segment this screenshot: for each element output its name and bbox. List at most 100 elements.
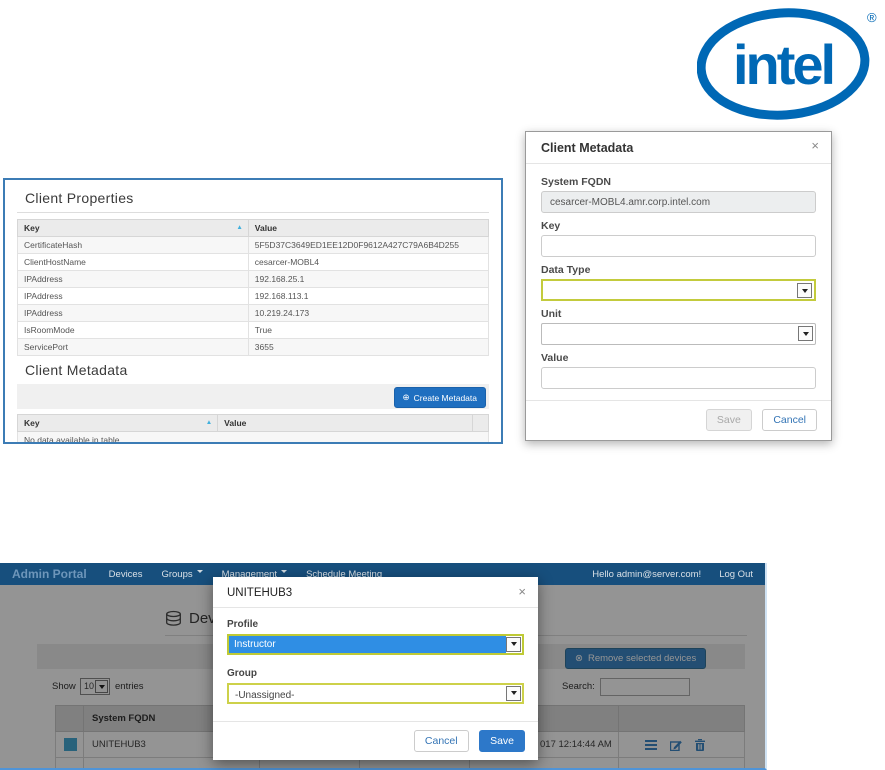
modal-body: System FQDN Key Data Type Unit Value <box>526 164 831 400</box>
value-label: Value <box>541 352 569 364</box>
table-row: IPAddress 10.219.24.173 <box>17 304 490 322</box>
sort-asc-icon: ▲ <box>236 224 243 231</box>
column-header-key[interactable]: Key ▲ <box>17 219 249 237</box>
navbar-brand[interactable]: Admin Portal <box>12 567 87 581</box>
remove-selected-devices-label: Remove selected devices <box>587 653 697 664</box>
chevron-down-icon <box>95 680 108 693</box>
cell-key: ClientHostName <box>17 253 249 271</box>
cell-value: 5F5D37C3649ED1EE12D0F9612A427C79A6B4D255 <box>247 236 490 254</box>
cell-key: ServicePort <box>17 338 249 356</box>
save-button[interactable]: Save <box>479 730 525 752</box>
column-header-actions <box>618 705 745 732</box>
group-select[interactable]: -Unassigned- <box>227 683 524 704</box>
chevron-down-icon <box>506 686 521 701</box>
key-field[interactable] <box>541 235 816 257</box>
table-row: CertificateHash 5F5D37C3649ED1EE12D0F961… <box>17 236 490 254</box>
profile-selected-value: Instructor <box>229 636 506 653</box>
registered-mark: ® <box>867 10 877 25</box>
edit-icon[interactable] <box>669 739 682 751</box>
intel-logo: intel ® <box>696 4 882 120</box>
column-header-actions <box>471 414 489 432</box>
sort-asc-icon: ▲ <box>205 419 213 426</box>
cell-key: IsRoomMode <box>17 321 249 339</box>
table-row: IPAddress 192.168.25.1 <box>17 270 490 288</box>
chevron-down-icon <box>798 326 813 341</box>
nav-item-groups[interactable]: Groups <box>161 568 203 580</box>
profile-label: Profile <box>227 619 259 630</box>
cell-key: IPAddress <box>17 304 249 322</box>
table-row: ClientHostName cesarcer-MOBL4 <box>17 253 490 271</box>
entries-per-page-value: 10 <box>84 681 95 691</box>
entries-suffix-label: entries <box>115 681 144 692</box>
devices-stack-icon <box>166 610 181 626</box>
empty-message: No data available in table <box>17 431 489 442</box>
entries-per-page-select[interactable]: 10 <box>80 678 110 695</box>
column-header-key-label: Key <box>24 223 40 233</box>
group-label: Group <box>227 668 257 679</box>
data-type-value <box>543 286 555 297</box>
table-row: IPAddress 192.168.113.1 <box>17 287 490 305</box>
plus-circle-icon: ⊕ <box>402 392 410 402</box>
cancel-button[interactable]: Cancel <box>413 730 469 752</box>
column-header-value-label: Value <box>224 418 247 428</box>
cell-value: 192.168.113.1 <box>247 287 490 305</box>
cell-value: cesarcer-MOBL4 <box>247 253 490 271</box>
nav-item-schedule-meeting[interactable]: Schedule Meeting <box>306 568 383 580</box>
modal-header: Client Metadata × <box>526 132 831 164</box>
cell-value: True <box>247 321 490 339</box>
logout-link[interactable]: Log Out <box>719 568 753 580</box>
intel-logo-text: intel <box>733 33 833 96</box>
chevron-down-icon <box>797 283 812 298</box>
divider <box>17 212 489 213</box>
delete-trash-icon[interactable] <box>694 738 705 751</box>
remove-selected-devices-button[interactable]: ⊗ Remove selected devices <box>565 648 707 669</box>
cancel-button[interactable]: Cancel <box>762 409 817 431</box>
navbar: Admin Portal Devices Groups Management S… <box>0 563 765 585</box>
cell-key: CertificateHash <box>17 236 249 254</box>
nav-item-groups-label: Groups <box>161 568 193 580</box>
cell-actions <box>618 757 745 768</box>
key-label: Key <box>541 220 561 232</box>
modal-footer: Cancel Save <box>213 721 538 760</box>
row-checkbox[interactable] <box>64 738 77 751</box>
cell-select <box>55 731 84 758</box>
modal-title: UNITEHUB3 <box>227 587 293 599</box>
data-type-label: Data Type <box>541 264 591 276</box>
profile-select[interactable]: Instructor <box>227 634 524 655</box>
details-bars-icon[interactable] <box>644 739 657 750</box>
nav-item-devices[interactable]: Devices <box>108 568 143 580</box>
column-header-value-label: Value <box>254 223 277 233</box>
save-button[interactable]: Save <box>705 409 752 431</box>
value-field[interactable] <box>541 367 816 389</box>
client-metadata-table: Key ▲ Value No data available in table <box>16 414 489 442</box>
system-fqdn-field <box>541 191 816 213</box>
cell-key: IPAddress <box>17 287 249 305</box>
table-row: IsRoomMode True <box>17 321 490 339</box>
close-icon[interactable]: × <box>811 138 819 153</box>
cell-actions <box>618 731 745 758</box>
admin-portal-section: Admin Portal Devices Groups Management S… <box>0 563 767 770</box>
nav-item-management[interactable]: Management <box>221 568 288 580</box>
caret-down-icon <box>281 569 288 576</box>
client-properties-table: Key ▲ Value CertificateHash 5F5D37C3649E… <box>17 219 490 356</box>
unit-value <box>542 329 554 340</box>
user-greeting: Hello admin@server.com! <box>592 568 702 580</box>
client-metadata-modal: Client Metadata × System FQDN Key Data T… <box>525 131 832 441</box>
data-type-select[interactable] <box>541 279 816 301</box>
column-header-value[interactable]: Value <box>217 414 473 432</box>
system-fqdn-label: System FQDN <box>541 176 612 188</box>
column-header-key[interactable]: Key ▲ <box>16 414 219 432</box>
nav-item-management-label: Management <box>221 568 278 580</box>
device-modal: UNITEHUB3 × Profile Instructor Group -Un… <box>213 577 538 760</box>
client-metadata-section-title: Client Metadata <box>25 362 128 378</box>
last-checkin-value: 017 12:14:44 AM <box>540 739 612 750</box>
unit-select[interactable] <box>541 323 816 345</box>
search-label: Search: <box>562 681 595 692</box>
group-selected-value: -Unassigned- <box>235 690 295 701</box>
close-icon[interactable]: × <box>518 584 526 599</box>
search-input[interactable] <box>600 678 690 696</box>
column-header-value[interactable]: Value <box>247 219 490 237</box>
show-entries-label: Show <box>52 681 76 692</box>
create-metadata-button[interactable]: ⊕ Create Metadata <box>393 387 486 408</box>
